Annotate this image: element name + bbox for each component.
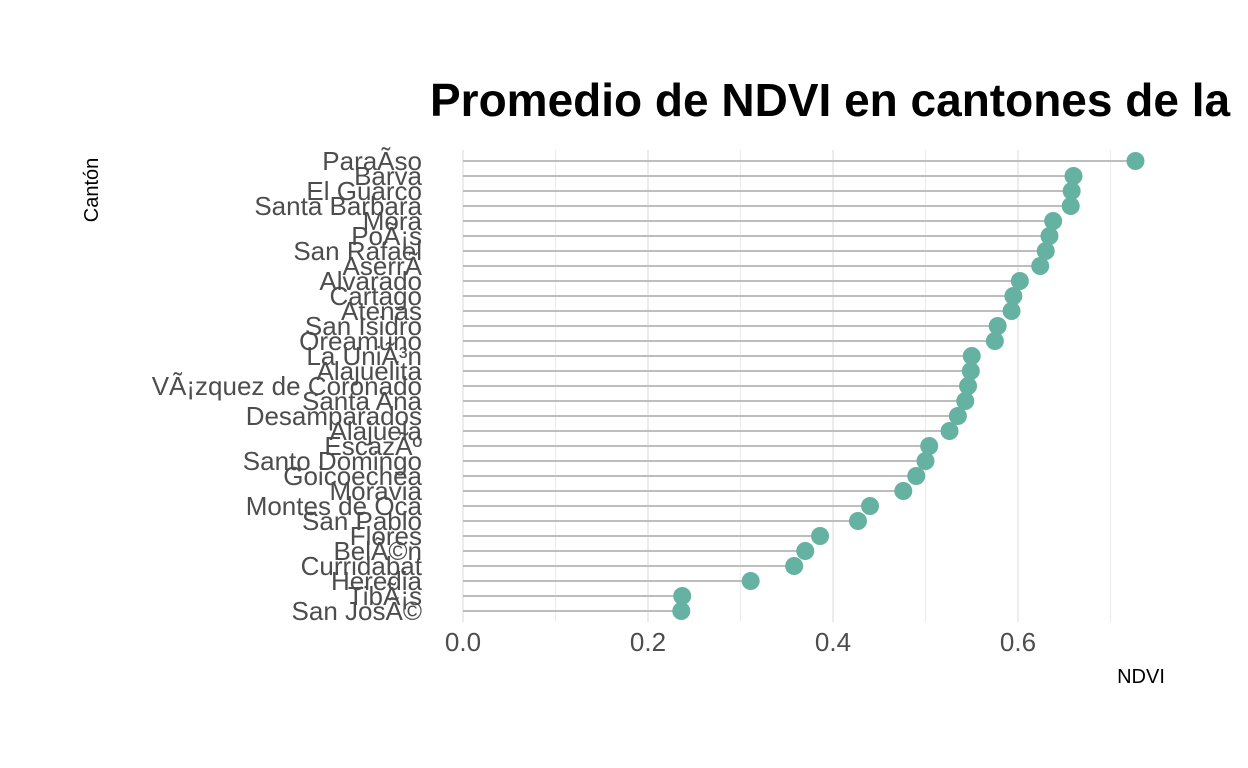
y-tick-label: Flores <box>350 521 422 551</box>
lollipop-point <box>1040 227 1059 245</box>
y-tick-label: Barva <box>354 161 422 191</box>
lollipop-point <box>956 392 975 410</box>
lollipop-point <box>1036 242 1055 260</box>
lollipop-point <box>1010 272 1029 290</box>
x-tick-labels: 0.0 0.2 0.4 0.6 <box>445 627 1036 657</box>
lollipop-point <box>1126 152 1145 170</box>
y-tick-label: TibÃ¡s <box>348 581 422 611</box>
lollipop-point <box>916 452 935 470</box>
x-tick-label: 0.0 <box>445 627 481 657</box>
y-tick-label: Mora <box>363 206 423 236</box>
y-tick-label: Goicoechea <box>283 461 422 491</box>
lollipop-point <box>796 542 815 560</box>
lollipop-point <box>1004 287 1023 305</box>
lollipop-point <box>961 362 980 380</box>
lollipop-point <box>959 377 978 395</box>
lollipop-point <box>920 437 939 455</box>
lollipop-point <box>1062 182 1081 200</box>
lollipop-point <box>907 467 926 485</box>
y-tick-label: San Pablo <box>302 506 422 536</box>
y-tick-label: San JosÃ© <box>292 596 422 626</box>
y-tick-label: Alajuelita <box>316 356 422 386</box>
lollipop-point <box>1044 212 1063 230</box>
lollipop-point <box>894 482 913 500</box>
y-tick-label: ParaÃ­so <box>322 146 422 176</box>
lollipop-point <box>962 347 981 365</box>
lollipop-point <box>940 422 959 440</box>
y-tick-label: BelÃ©n <box>333 536 422 566</box>
lollipop-point <box>848 512 867 530</box>
y-tick-label: Moravia <box>330 476 423 506</box>
y-tick-label: Cartago <box>330 281 423 311</box>
x-axis-label: NDVI <box>1117 666 1165 688</box>
y-tick-label: Santo Domingo <box>243 446 422 476</box>
y-tick-label: Oreamuno <box>299 326 422 356</box>
lollipop-point <box>673 587 692 605</box>
lollipop-stems <box>463 160 1136 612</box>
lollipop-points <box>672 152 1145 620</box>
y-tick-label: Alvarado <box>319 266 422 296</box>
lollipop-point <box>1064 167 1083 185</box>
x-tick-label: 0.4 <box>815 627 851 657</box>
x-tick-label: 0.2 <box>630 627 666 657</box>
y-tick-label: VÃ¡zquez de Coronado <box>152 371 422 401</box>
lollipop-point <box>785 557 804 575</box>
lollipop-point <box>811 527 830 545</box>
lollipop-point <box>1002 302 1021 320</box>
lollipop-point <box>985 332 1004 350</box>
chart-title: Promedio de NDVI en cantones de la <box>430 74 1230 126</box>
y-tick-label: PoÃ¡s <box>351 221 422 251</box>
lollipop-point <box>741 572 760 590</box>
lollipop-point <box>1031 257 1050 275</box>
lollipop-point <box>948 407 967 425</box>
y-axis-label: Cantón <box>81 158 103 223</box>
y-tick-label: AserrÃ­ <box>343 251 423 281</box>
y-tick-label: La UniÃ³n <box>306 341 422 371</box>
y-tick-label: El Guarco <box>306 176 422 206</box>
y-tick-label: Santa Barbara <box>254 191 422 221</box>
y-tick-label: San Isidro <box>305 311 422 341</box>
y-tick-label: EscazÃº <box>324 431 422 461</box>
lollipop-point <box>1061 197 1080 215</box>
lollipop-point <box>988 317 1007 335</box>
y-tick-label: Atenas <box>341 296 422 326</box>
lollipop-point <box>672 602 691 620</box>
x-tick-label: 0.6 <box>1000 627 1036 657</box>
y-tick-label: Desamparados <box>246 401 422 431</box>
y-tick-label: Heredia <box>331 566 423 596</box>
y-tick-label: Curridabat <box>301 551 423 581</box>
lollipop-point <box>861 497 879 515</box>
y-tick-label: San Rafael <box>293 236 422 266</box>
y-tick-label: Santa Ana <box>302 386 423 416</box>
y-tick-label: Alajuela <box>329 416 422 446</box>
y-tick-label: Montes de Oca <box>246 491 423 521</box>
